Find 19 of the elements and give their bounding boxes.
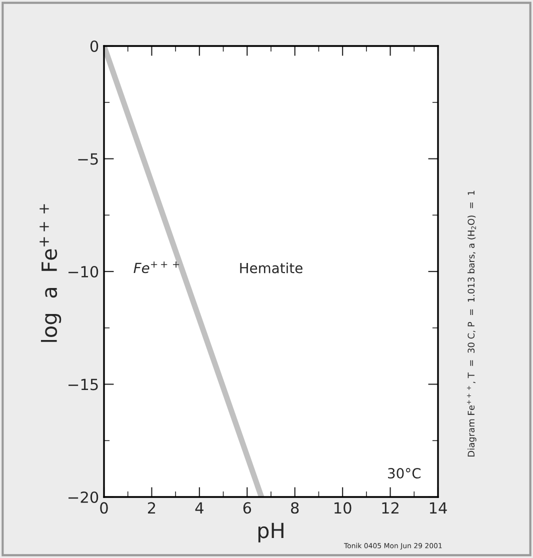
x-tick-label: 8 [291,502,299,514]
x-tick-label: 2 [148,502,156,514]
y-tick-label: −20 [68,491,98,504]
x-axis-title: pH [258,522,284,542]
y-tick-label: −15 [68,378,98,390]
text: Diagram Fe$^{+++}$, T = 30 C, P = 1.013 bars, a (H$_{2}$O) = 1 [467,190,476,456]
x-tick-label: 12 [382,502,398,514]
x-tick-label: 6 [243,502,252,514]
annotation: 30°C [388,468,421,479]
y-tick-label: −5 [78,153,98,165]
x-tick-label: 14 [430,502,447,514]
x-tick-label: 0 [100,502,108,514]
x-tick-label: 4 [195,502,204,514]
x-tick-label: 10 [334,502,352,514]
y-tick-label: −10 [68,266,98,278]
y-axis-title: log a Fe$^{+++}$ [40,204,62,342]
y-tick-label: 0 [90,40,98,52]
annotation: Fe$^{+++}$ [134,262,180,274]
annotation: Hematite [240,262,302,274]
